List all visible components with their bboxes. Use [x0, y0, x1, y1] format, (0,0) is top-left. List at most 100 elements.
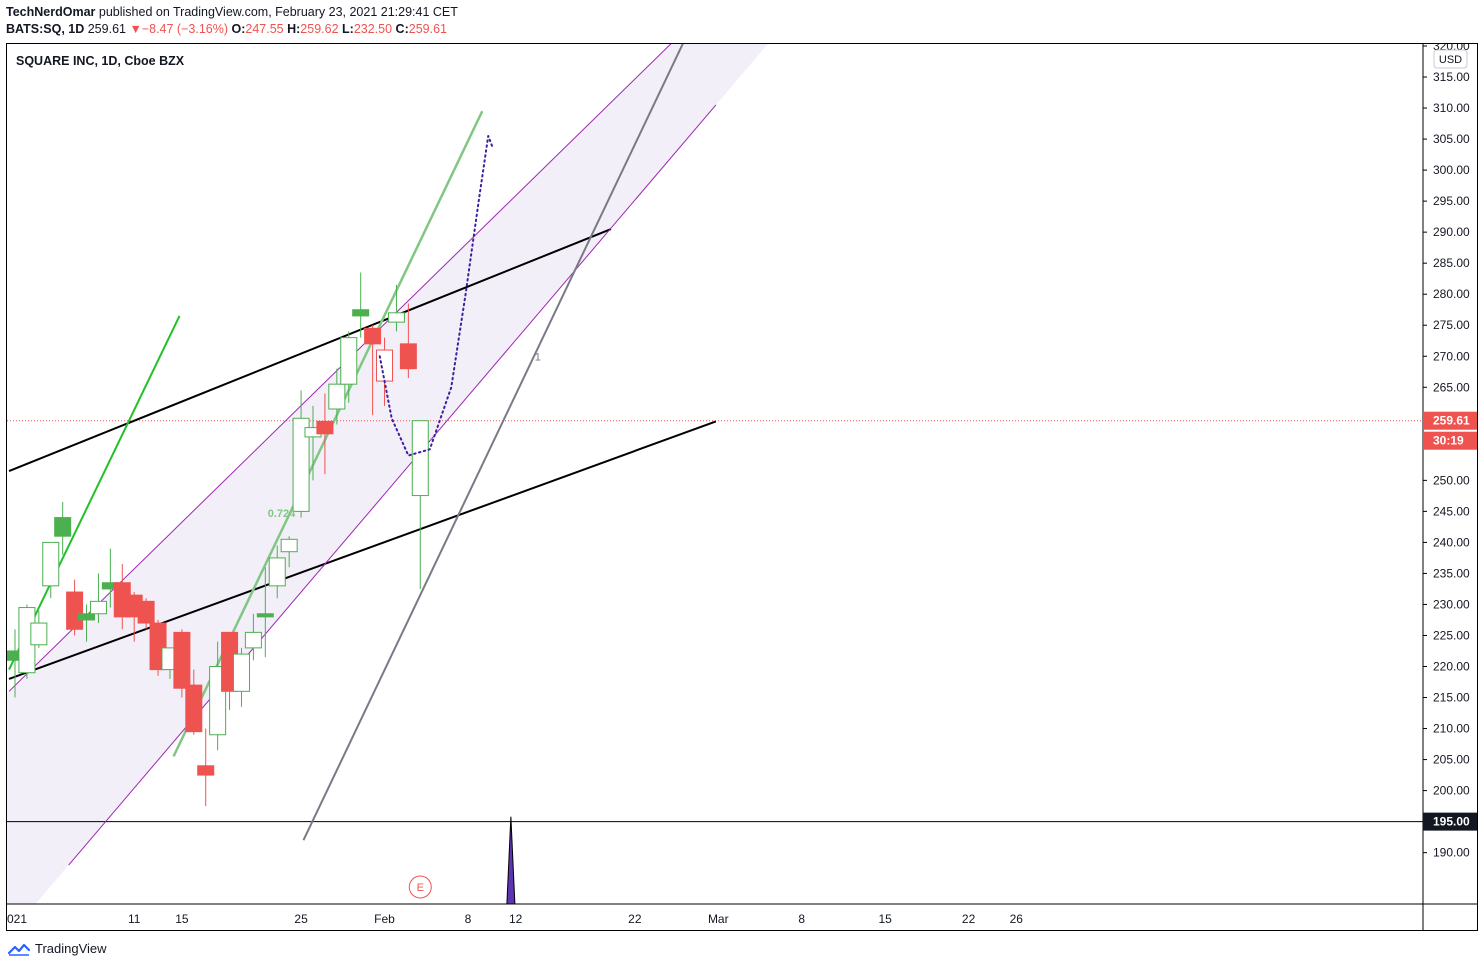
last-price-tag-bg [1423, 411, 1477, 430]
price-tick-label: 310.00 [1433, 101, 1470, 115]
time-tick-label: 8 [798, 912, 805, 926]
close-label: C: [395, 22, 409, 36]
candle[interactable] [292, 390, 310, 518]
candle[interactable] [78, 604, 96, 642]
lower-trendline[interactable] [8, 420, 717, 680]
countdown-tag[interactable]: 30:19 [1423, 431, 1477, 450]
candle[interactable] [411, 420, 429, 589]
candle[interactable] [89, 573, 107, 624]
price-axis[interactable]: 190.00 200.00 205.00 210.00 215.00 220.00 225.… [1423, 44, 1477, 860]
chart-frame[interactable]: 0.724 1 SQUARE INC, 1D, Cboe BZX 190.00 20… [6, 43, 1478, 931]
candle-body [364, 327, 382, 345]
last-price-tag[interactable]: 259.61 [1423, 411, 1477, 430]
candle[interactable] [173, 629, 191, 698]
candle[interactable] [387, 284, 405, 332]
candle[interactable] [256, 567, 274, 658]
footer-brand[interactable]: TradingView [35, 941, 107, 956]
last-price: 259.61 [87, 22, 126, 36]
channel-lower[interactable] [68, 104, 717, 866]
author-name[interactable]: TechNerdOmar [6, 5, 96, 19]
candle-body [280, 538, 298, 553]
spike-marker[interactable] [506, 816, 516, 904]
upper-trendline[interactable] [8, 228, 612, 472]
fib-level-label: 0.724 [268, 508, 296, 520]
price-tick-label: 300.00 [1433, 163, 1470, 177]
high-label: H: [287, 22, 301, 36]
time-tick-label: 25 [294, 912, 308, 926]
publish-line: TechNerdOmar published on TradingView.co… [6, 4, 458, 21]
currency-badge[interactable]: USD [1433, 49, 1468, 69]
open-value: 247.55 [245, 22, 284, 36]
price-tick-label: 270.00 [1433, 349, 1470, 363]
candle-body [292, 417, 310, 512]
candle-body [352, 309, 370, 317]
price-chart[interactable]: 0.724 1 SQUARE INC, 1D, Cboe BZX 190.00 20… [7, 44, 1477, 930]
level-tag-text: 195.00 [1433, 815, 1470, 829]
time-tick-label: 22 [628, 912, 642, 926]
earnings-marker[interactable]: E [408, 875, 432, 899]
candle[interactable] [232, 647, 250, 707]
channel-fill [7, 44, 768, 904]
price-tick-label: 320.00 [1433, 44, 1470, 53]
chart-header: TechNerdOmar published on TradingView.co… [6, 4, 458, 38]
price-tick-label: 240.00 [1433, 535, 1470, 549]
candle[interactable] [340, 331, 358, 403]
tradingview-logo-icon[interactable] [8, 942, 30, 956]
level-tag[interactable]: 195.00 [1423, 812, 1477, 831]
forecast-path[interactable] [378, 134, 494, 457]
candle-body [232, 653, 250, 692]
last-price-tag-text: 259.61 [1433, 414, 1470, 428]
time-tick-label: 021 [7, 912, 27, 926]
published-text: published on TradingView.com, February 2… [98, 5, 458, 19]
candle[interactable] [244, 613, 262, 661]
time-axis[interactable]: 021 11 15 25 Feb 8 12 22 Mar 8 15 22 26 [7, 912, 1023, 926]
price-tick-label: 295.00 [1433, 194, 1470, 208]
price-tick-label: 190.00 [1433, 846, 1470, 860]
low-label: L: [342, 22, 354, 36]
earnings-label: E [417, 882, 424, 894]
time-tick-label: 15 [175, 912, 189, 926]
candle-body [173, 631, 191, 689]
candle[interactable] [185, 669, 203, 735]
candle-body [197, 765, 215, 776]
candle-body [185, 684, 203, 733]
price-tick-label: 265.00 [1433, 380, 1470, 394]
candle-body [66, 591, 84, 630]
countdown-tag-bg [1423, 431, 1477, 450]
change-value: −8.47 (−3.16%) [141, 22, 228, 36]
candle[interactable] [42, 541, 60, 599]
candle[interactable] [66, 579, 84, 636]
candle[interactable] [316, 393, 334, 475]
time-tick-label: Feb [374, 912, 395, 926]
candle[interactable] [280, 536, 298, 568]
candle-body [411, 420, 429, 497]
candle[interactable] [197, 728, 215, 807]
steep-green-trendline[interactable] [8, 315, 181, 671]
candle[interactable] [54, 502, 72, 555]
price-tick-label: 250.00 [1433, 473, 1470, 487]
open-label: O: [231, 22, 246, 36]
price-tick-label: 210.00 [1433, 722, 1470, 736]
candle[interactable] [328, 368, 346, 425]
earnings-circle [408, 875, 432, 899]
candle-body [244, 631, 262, 649]
price-tick-label: 275.00 [1433, 318, 1470, 332]
countdown-tag-text: 30:19 [1433, 434, 1464, 448]
candle[interactable] [364, 325, 382, 416]
pitchfork-gray-line[interactable] [302, 44, 698, 841]
candle[interactable] [268, 545, 286, 599]
time-tick-label: Mar [708, 912, 729, 926]
candle[interactable] [137, 598, 155, 630]
candle-body [42, 541, 60, 587]
price-tick-label: 230.00 [1433, 597, 1470, 611]
price-tick-label: 245.00 [1433, 504, 1470, 518]
time-tick-label: 8 [465, 912, 472, 926]
candle-body [268, 557, 286, 587]
price-tick-label: 200.00 [1433, 784, 1470, 798]
price-tick-label: 305.00 [1433, 132, 1470, 146]
time-tick-label: 22 [962, 912, 976, 926]
time-tick-label: 15 [878, 912, 892, 926]
candle[interactable] [399, 303, 417, 378]
candle[interactable] [30, 610, 48, 648]
candle[interactable] [352, 272, 370, 338]
